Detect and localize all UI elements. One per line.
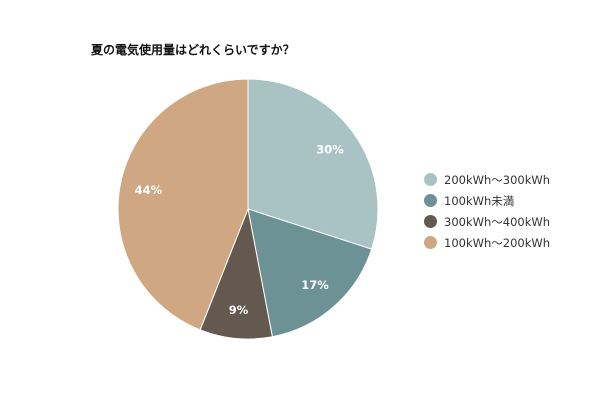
- pie-slice: [247, 78, 379, 250]
- chart-title: 夏の電気使用量はどれくらいですか？: [91, 43, 295, 57]
- pie-slice-labels: 30% 17% 9% 44%: [135, 142, 345, 317]
- chart-legend: 200kWh～300kWh 100kWh未満 300kWh～400kWh 100kWh…: [424, 169, 550, 253]
- legend-item: 200kWh～300kWh: [424, 169, 550, 190]
- legend-label: 300kWh～400kWh: [444, 214, 551, 229]
- slice-percent-label: 17%: [301, 278, 329, 292]
- pie-slice: [117, 78, 249, 331]
- legend-swatch: [424, 236, 437, 249]
- slice-percent-label: 44%: [135, 183, 163, 197]
- legend-swatch: [424, 215, 437, 228]
- pie-slices: [117, 78, 379, 340]
- legend-label: 200kWh～300kWh: [444, 172, 551, 187]
- legend-item: 100kWh未満: [424, 190, 550, 211]
- pie-slice: [247, 208, 373, 338]
- legend-swatch: [424, 173, 437, 186]
- legend-item: 100kWh～200kWh: [424, 232, 550, 253]
- legend-label: 100kWh未満: [444, 193, 515, 208]
- slice-percent-label: 30%: [316, 142, 344, 156]
- legend-label: 100kWh～200kWh: [444, 235, 551, 250]
- slice-percent-label: 9%: [229, 303, 249, 317]
- legend-item: 300kWh～400kWh: [424, 211, 550, 232]
- legend-swatch: [424, 194, 437, 207]
